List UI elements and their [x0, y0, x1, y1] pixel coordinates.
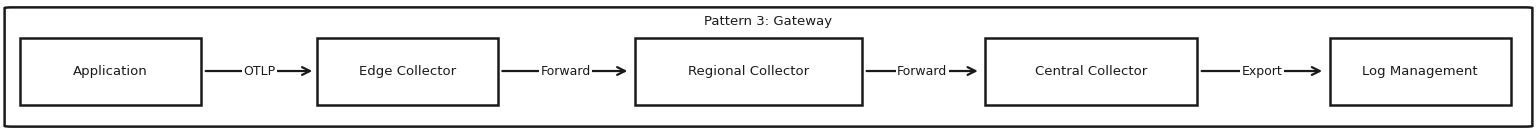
Text: Regional Collector: Regional Collector: [689, 64, 808, 78]
Text: Central Collector: Central Collector: [1034, 64, 1148, 78]
FancyBboxPatch shape: [985, 38, 1197, 105]
FancyBboxPatch shape: [1330, 38, 1511, 105]
Text: Pattern 3: Gateway: Pattern 3: Gateway: [704, 15, 833, 28]
Text: Log Management: Log Management: [1362, 64, 1479, 78]
FancyBboxPatch shape: [317, 38, 498, 105]
FancyBboxPatch shape: [635, 38, 862, 105]
Text: Edge Collector: Edge Collector: [358, 64, 456, 78]
FancyBboxPatch shape: [20, 38, 201, 105]
Text: Forward: Forward: [541, 64, 590, 78]
Text: Export: Export: [1242, 64, 1282, 78]
Text: Forward: Forward: [898, 64, 947, 78]
Text: Application: Application: [74, 64, 148, 78]
Text: OTLP: OTLP: [244, 64, 275, 78]
FancyBboxPatch shape: [5, 7, 1532, 127]
